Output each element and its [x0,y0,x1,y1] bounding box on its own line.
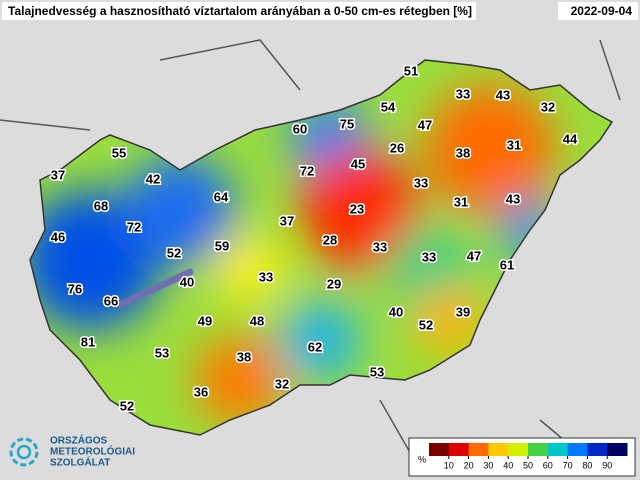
station-value: 72 [127,219,141,234]
border-lines [0,39,621,471]
station-value: 48 [250,313,264,328]
station-value: 52 [167,245,181,260]
station-value: 46 [51,229,65,244]
colorbar-swatch [567,443,588,456]
station-value: 75 [340,116,354,131]
station-value: 45 [351,156,365,171]
station-values: 51 33 43 32 54 75 47 60 44 31 38 26 55 72 45 37 42 33 31 43… [49,62,579,415]
station-value: 59 [215,238,229,253]
colorbar-swatch [547,443,569,456]
colorbar-tick-label: 40 [503,460,513,470]
station-value: 49 [198,313,212,328]
station-value: 32 [275,376,289,391]
station-value: 40 [180,274,194,289]
country-border [29,59,614,436]
logo: ORSZÁGOS METEOROLÓGIAI SZOLGÁLAT [9,434,135,469]
title-box [2,2,476,20]
logo-line: METEOROLÓGIAI [50,445,135,458]
colorbar-unit: % [418,454,426,464]
colorbar-swatch [607,443,628,456]
colorbar-swatch [429,443,450,456]
station-value: 64 [214,189,229,204]
date: 2022-09-04 [571,4,633,18]
date-box [558,2,638,20]
logo-line: SZOLGÁLAT [50,456,110,469]
station-value: 33 [414,175,428,190]
colorbar-swatch [528,443,549,456]
station-value: 33 [422,249,436,264]
station-value: 33 [456,86,470,101]
station-value: 47 [418,117,432,132]
station-value: 51 [404,63,418,78]
station-value: 54 [381,99,396,114]
station-value: 39 [456,304,470,319]
station-value: 60 [293,121,307,136]
colorbar-tick-label: 50 [523,460,533,470]
colorbar-swatch [508,443,529,456]
colorbar: 10 20 30 40 50 60 70 80 90 [429,443,628,470]
colorbar-tick-label: 60 [543,460,553,470]
station-value: 52 [120,398,134,413]
station-value: 55 [112,145,126,160]
station-value: 62 [308,339,322,354]
colorbar-swatch [587,443,608,456]
colorbar-swatch [468,443,489,456]
station-value: 66 [104,293,118,308]
station-value: 29 [327,276,341,291]
station-value: 81 [81,334,95,349]
colorbar-tick-label: 90 [602,460,612,470]
station-value: 43 [496,87,510,102]
station-value: 44 [563,131,578,146]
station-value: 23 [350,201,364,216]
station-value: 42 [146,171,160,186]
station-value: 76 [68,281,82,296]
station-value: 37 [51,167,65,182]
station-value: 38 [237,349,251,364]
station-value: 31 [507,137,521,152]
colorbar-swatch [448,443,470,456]
station-value: 37 [280,213,294,228]
station-value: 40 [389,304,403,319]
station-value: 68 [94,198,108,213]
station-value: 53 [155,345,169,360]
station-value: 38 [456,145,470,160]
station-value: 33 [373,239,387,254]
station-value: 47 [467,248,481,263]
station-value: 61 [500,257,514,272]
station-value: 33 [259,269,273,284]
station-value: 72 [300,163,314,178]
station-value: 52 [419,317,433,332]
colorbar-tick-label: 20 [464,460,474,470]
lake [116,268,194,309]
logo-line: ORSZÁGOS [50,434,108,447]
station-value: 28 [323,232,337,247]
title: Talajnedvesség a hasznosítható víztartal… [8,4,472,18]
colorbar-tick-label: 80 [582,460,592,470]
station-value: 43 [506,191,520,206]
colorbar-tick-label: 10 [444,460,454,470]
colorbar-tick-label: 30 [483,460,493,470]
colorbar-swatch [488,443,509,456]
colorbar-tick-label: 70 [563,460,573,470]
station-value: 36 [194,384,208,399]
station-value: 31 [454,194,468,209]
station-value: 53 [370,364,384,379]
station-value: 26 [390,140,404,155]
station-value: 32 [541,99,555,114]
